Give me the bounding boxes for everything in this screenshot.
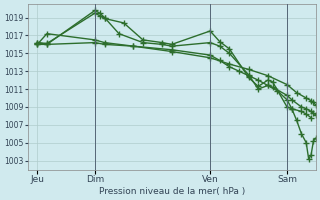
X-axis label: Pression niveau de la mer( hPa ): Pression niveau de la mer( hPa ) <box>99 187 245 196</box>
